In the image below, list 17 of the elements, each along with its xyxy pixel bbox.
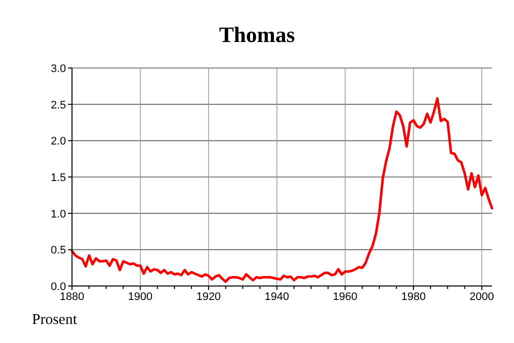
y-axis-title: Prosent [32, 312, 78, 328]
y-tick-label: 3.0 [50, 63, 66, 75]
y-tick-label: 1.0 [50, 208, 66, 220]
x-tick-label: 1940 [264, 291, 290, 303]
y-tick-label: 2.0 [50, 136, 66, 148]
y-tick-label: 0.0 [50, 281, 66, 293]
line-series [70, 97, 494, 283]
x-tick-label: 2000 [470, 291, 494, 303]
x-tick-label: 1880 [60, 291, 84, 303]
y-tick-label: 0.5 [50, 244, 66, 257]
x-tick-label: 1900 [128, 291, 153, 303]
y-tick-label: 2.5 [50, 99, 66, 112]
y-tick-label: 1.5 [50, 172, 66, 184]
x-tick-label: 1980 [401, 291, 426, 303]
x-tick-label: 1920 [196, 291, 221, 303]
x-tick-label: 1960 [332, 291, 358, 303]
chart-title: Thomas [219, 22, 296, 47]
